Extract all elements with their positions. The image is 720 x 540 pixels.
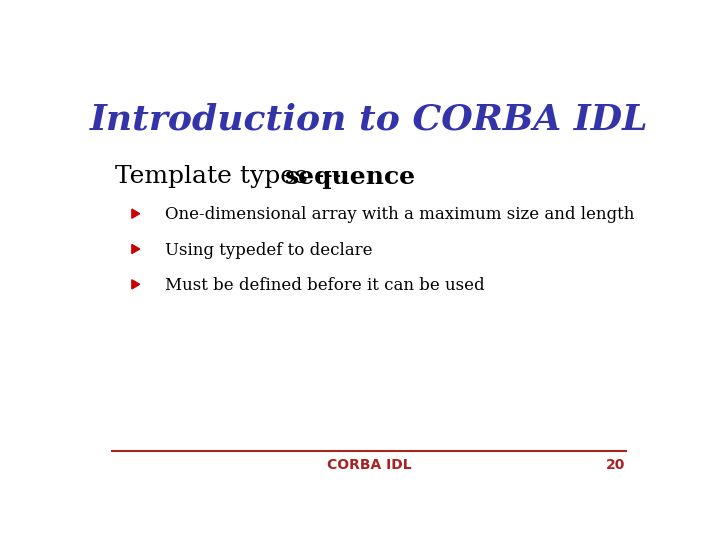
Text: Must be defined before it can be used: Must be defined before it can be used	[166, 277, 485, 294]
Text: One-dimensional array with a maximum size and length: One-dimensional array with a maximum siz…	[166, 206, 635, 223]
Polygon shape	[132, 280, 140, 289]
Text: CORBA IDL: CORBA IDL	[327, 458, 411, 472]
Text: 20: 20	[606, 458, 626, 472]
Polygon shape	[132, 245, 140, 254]
Polygon shape	[132, 209, 140, 218]
Text: Template types ---: Template types ---	[115, 165, 349, 187]
Text: Introduction to CORBA IDL: Introduction to CORBA IDL	[90, 102, 648, 136]
Text: Using typedef to declare: Using typedef to declare	[166, 241, 373, 259]
Text: sequence: sequence	[285, 165, 416, 188]
